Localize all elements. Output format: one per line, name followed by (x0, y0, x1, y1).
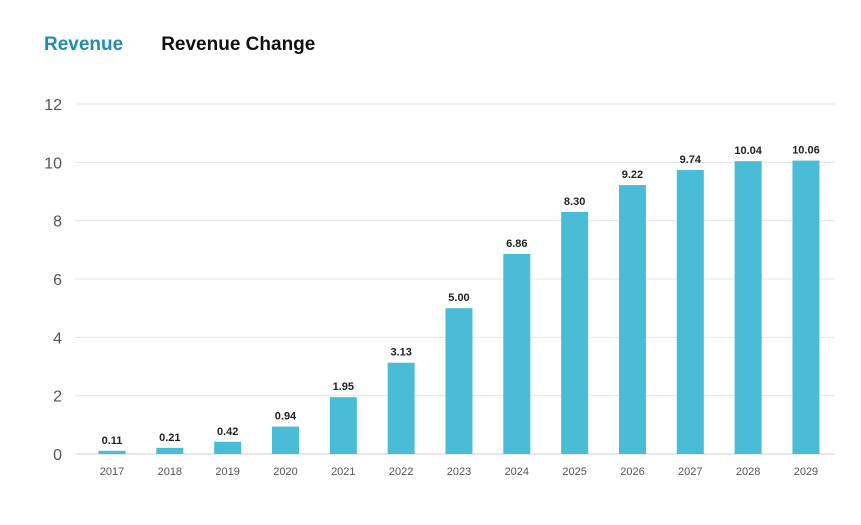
data-label: 0.42 (217, 426, 238, 438)
tab-revenue-change[interactable]: Revenue Change (161, 34, 316, 55)
bar[interactable] (445, 308, 473, 454)
chart-tabs: Revenue Revenue Change (44, 34, 315, 56)
y-tick-label: 0 (53, 447, 62, 464)
data-label: 0.11 (102, 435, 123, 447)
revenue-chart: 0 2 4 6 8 10 12 0.11 2017 0.21 2018 0.42 2019 0.94 202… (0, 72, 861, 520)
data-label: 6.86 (506, 238, 527, 250)
x-tick-label: 2026 (620, 466, 644, 478)
data-label: 9.74 (680, 154, 702, 166)
x-tick-label: 2027 (678, 466, 702, 478)
bar[interactable] (618, 185, 646, 454)
bar[interactable] (561, 211, 589, 454)
bar[interactable] (271, 426, 299, 454)
bar[interactable] (734, 161, 762, 454)
bar[interactable] (676, 169, 704, 454)
x-tick-label: 2022 (389, 466, 413, 478)
y-tick-label: 10 (44, 155, 62, 172)
data-label: 1.95 (333, 381, 354, 393)
bar[interactable] (329, 397, 357, 454)
bar[interactable] (214, 441, 242, 454)
x-tick-label: 2025 (562, 466, 586, 478)
data-label: 9.22 (622, 169, 643, 181)
data-label: 10.06 (792, 145, 820, 157)
tab-revenue[interactable]: Revenue (44, 34, 124, 55)
x-tick-label: 2028 (736, 466, 760, 478)
x-tick-label: 2018 (158, 466, 182, 478)
bar[interactable] (792, 160, 820, 454)
y-tick-label: 8 (53, 214, 62, 231)
x-tick-label: 2023 (447, 466, 471, 478)
bar[interactable] (98, 450, 126, 454)
x-tick-label: 2029 (794, 466, 818, 478)
bar-chart-svg: 0 2 4 6 8 10 12 0.11 2017 0.21 2018 0.42 2019 0.94 202… (44, 97, 835, 478)
data-label: 3.13 (390, 347, 411, 359)
bar[interactable] (387, 362, 415, 454)
y-tick-label: 12 (44, 97, 62, 114)
x-tick-label: 2017 (100, 466, 124, 478)
bar[interactable] (503, 253, 531, 454)
y-tick-label: 2 (53, 389, 62, 406)
y-tick-label: 4 (53, 330, 62, 347)
data-label: 5.00 (448, 292, 469, 304)
x-tick-label: 2024 (505, 466, 529, 478)
y-tick-label: 6 (53, 272, 62, 289)
x-tick-label: 2020 (273, 466, 297, 478)
data-label: 0.94 (275, 411, 297, 423)
x-tick-label: 2019 (215, 466, 239, 478)
bar[interactable] (156, 447, 184, 454)
x-tick-label: 2021 (331, 466, 355, 478)
data-label: 8.30 (564, 196, 585, 208)
data-label: 0.21 (159, 432, 180, 444)
data-label: 10.04 (734, 145, 762, 157)
